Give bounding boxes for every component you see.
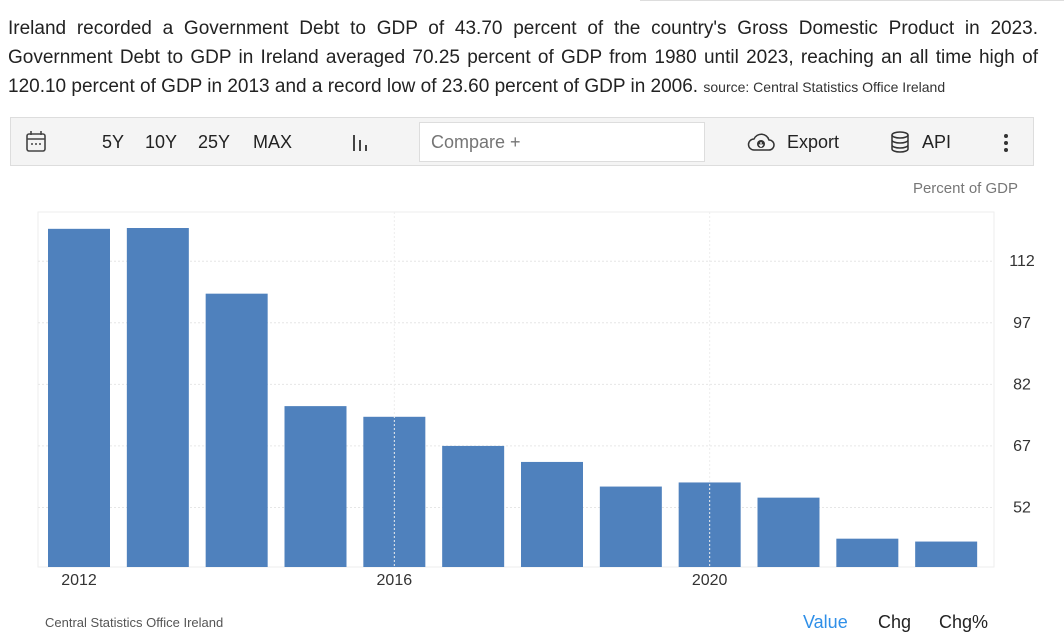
range-max-button[interactable]: MAX [253,132,293,152]
bar-2017 [442,445,505,567]
bar-2016 [363,416,426,567]
x-tick-label: 2012 [61,572,97,589]
bar-2018 [521,461,583,567]
range-25y-button[interactable]: 25Y [198,132,231,152]
bar-2019 [599,486,662,567]
compare-input[interactable] [419,122,705,162]
tab-chg-percent[interactable]: Chg% [939,612,989,632]
cloud-download-icon [746,131,776,158]
y-tick-label: 112 [1009,253,1035,270]
tab-chg[interactable]: Chg [878,612,912,632]
description-text: Ireland recorded a Government Debt to GD… [8,18,1038,97]
plot-frame [37,211,995,568]
export-button[interactable]: Export [787,132,840,152]
y-tick-label: 82 [1013,376,1031,393]
description-source: source: Central Statistics Office Irelan… [703,79,946,95]
bar-2013 [126,228,189,567]
divider [640,0,1064,1]
more-options-icon[interactable] [1003,132,1009,159]
y-tick-label: 67 [1013,438,1031,455]
bar-2012 [48,228,110,567]
y-tick-label: 97 [1013,315,1031,332]
bar-2020 [678,482,741,567]
api-button[interactable]: API [922,132,952,152]
bar-2023 [915,541,978,567]
unit-label: Percent of GDP [912,180,1018,197]
bar-chart-icon[interactable] [351,132,371,157]
bar-2014 [205,293,268,567]
calendar-icon[interactable] [25,129,47,158]
y-tick-label: 52 [1013,499,1031,516]
description: Ireland recorded a Government Debt to GD… [8,14,1038,102]
database-icon [889,130,911,159]
range-5y-button[interactable]: 5Y [102,132,125,152]
bar-2021 [757,497,820,567]
x-tick-label: 2016 [377,572,413,589]
bar-2022 [836,538,899,567]
chart-toolbar: 5Y 10Y 25Y MAX Export API [10,117,1034,166]
bar-2015 [284,406,347,567]
x-tick-label: 2020 [692,572,728,589]
footer-source: Central Statistics Office Ireland [45,615,224,630]
range-10y-button[interactable]: 10Y [145,132,178,152]
tab-value[interactable]: Value [803,612,848,632]
